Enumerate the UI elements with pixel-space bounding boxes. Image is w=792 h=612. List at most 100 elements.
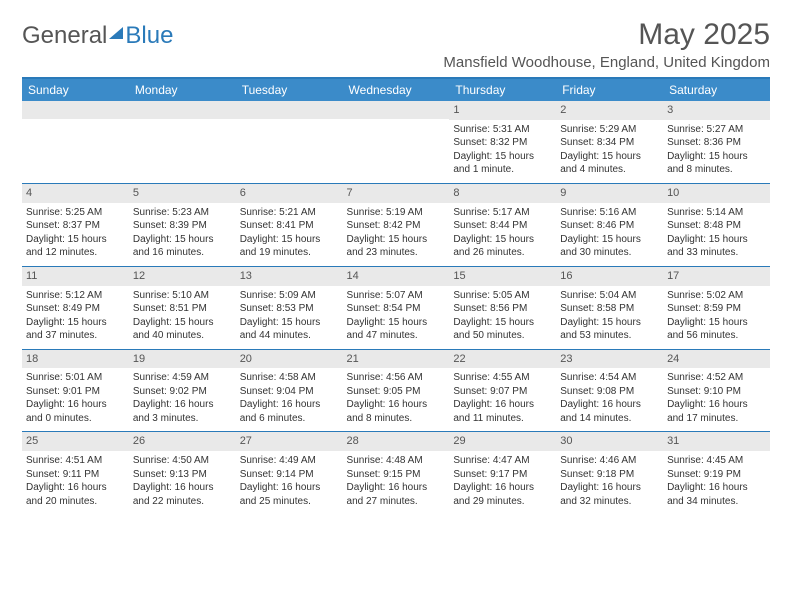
calendar-day-cell: 25Sunrise: 4:51 AMSunset: 9:11 PMDayligh… [22,432,129,514]
weekday-header: Monday [129,78,236,101]
sunset-line: Sunset: 9:15 PM [347,468,446,482]
sunset-line: Sunset: 9:01 PM [26,385,125,399]
day-number [22,101,129,119]
sunset-line: Sunset: 9:02 PM [133,385,232,399]
sunrise-line: Sunrise: 5:25 AM [26,206,125,220]
daylight-line: Daylight: 16 hours and 25 minutes. [240,481,339,508]
sunrise-line: Sunrise: 4:48 AM [347,454,446,468]
calendar-week-row: 11Sunrise: 5:12 AMSunset: 8:49 PMDayligh… [22,266,770,349]
weekday-header: Saturday [663,78,770,101]
day-number: 14 [343,267,450,286]
daylight-line: Daylight: 15 hours and 37 minutes. [26,316,125,343]
calendar-day-cell: 14Sunrise: 5:07 AMSunset: 8:54 PMDayligh… [343,266,450,349]
calendar-day-cell [343,101,450,183]
daylight-line: Daylight: 16 hours and 14 minutes. [560,398,659,425]
calendar-day-cell: 22Sunrise: 4:55 AMSunset: 9:07 PMDayligh… [449,349,556,432]
weekday-header: Wednesday [343,78,450,101]
sunrise-line: Sunrise: 5:01 AM [26,371,125,385]
calendar-day-cell: 29Sunrise: 4:47 AMSunset: 9:17 PMDayligh… [449,432,556,514]
sunset-line: Sunset: 8:51 PM [133,302,232,316]
month-title: May 2025 [443,18,770,52]
day-number: 30 [556,432,663,451]
calendar-day-cell: 11 Sunrise: 5:12 AMSunset: 8:49 PMDayligh… [22,266,129,349]
calendar-day-cell: 21Sunrise: 4:56 AMSunset: 9:05 PMDayligh… [343,349,450,432]
sunset-line: Sunset: 8:44 PM [453,219,552,233]
calendar-day-cell: 18Sunrise: 5:01 AMSunset: 9:01 PMDayligh… [22,349,129,432]
daylight-line: Daylight: 15 hours and 4 minutes. [560,150,659,177]
calendar-day-cell: 24Sunrise: 4:52 AMSunset: 9:10 PMDayligh… [663,349,770,432]
calendar-day-cell: 7Sunrise: 5:19 AMSunset: 8:42 PMDaylight… [343,183,450,266]
sunrise-line: Sunrise: 4:47 AM [453,454,552,468]
daylight-line: Daylight: 16 hours and 6 minutes. [240,398,339,425]
calendar-day-cell: 19 Sunrise: 4:59 AMSunset: 9:02 PMDayligh… [129,349,236,432]
sunrise-line: Sunrise: 4:56 AM [347,371,446,385]
calendar-day-cell: 27Sunrise: 4:49 AMSunset: 9:14 PMDayligh… [236,432,343,514]
day-number: 10 [663,184,770,203]
sunrise-line: Sunrise: 5:05 AM [453,289,552,303]
daylight-line: Daylight: 16 hours and 3 minutes. [133,398,232,425]
daylight-line: Daylight: 15 hours and 12 minutes. [26,233,125,260]
sunrise-line: Sunrise: 4:49 AM [240,454,339,468]
sunrise-line: Sunrise: 4:46 AM [560,454,659,468]
daylight-line: Daylight: 16 hours and 27 minutes. [347,481,446,508]
calendar-day-cell: 30Sunrise: 4:46 AMSunset: 9:18 PMDayligh… [556,432,663,514]
day-number: 4 [22,184,129,203]
sunset-line: Sunset: 9:17 PM [453,468,552,482]
sunset-line: Sunset: 9:18 PM [560,468,659,482]
sunset-line: Sunset: 8:46 PM [560,219,659,233]
weekday-header: Sunday [22,78,129,101]
day-number: 2 [556,101,663,120]
sunset-line: Sunset: 8:49 PM [26,302,125,316]
day-number: 29 [449,432,556,451]
sunrise-line: Sunrise: 5:17 AM [453,206,552,220]
day-number [129,101,236,119]
calendar-day-cell: 12Sunrise: 5:10 AMSunset: 8:51 PMDayligh… [129,266,236,349]
day-number: 11 [22,267,129,286]
day-number: 8 [449,184,556,203]
calendar-day-cell: 3Sunrise: 5:27 AMSunset: 8:36 PMDaylight… [663,101,770,183]
sunset-line: Sunset: 8:48 PM [667,219,766,233]
day-number: 24 [663,350,770,369]
sunset-line: Sunset: 8:56 PM [453,302,552,316]
sunrise-line: Sunrise: 4:59 AM [133,371,232,385]
sunrise-line: Sunrise: 5:31 AM [453,123,552,137]
day-number: 9 [556,184,663,203]
sunset-line: Sunset: 8:53 PM [240,302,339,316]
day-number: 19 [129,350,236,369]
day-number: 15 [449,267,556,286]
day-number: 18 [22,350,129,369]
sunset-line: Sunset: 8:39 PM [133,219,232,233]
daylight-line: Daylight: 15 hours and 30 minutes. [560,233,659,260]
weekday-header: Friday [556,78,663,101]
daylight-line: Daylight: 16 hours and 8 minutes. [347,398,446,425]
day-number: 21 [343,350,450,369]
calendar-day-cell: 26Sunrise: 4:50 AMSunset: 9:13 PMDayligh… [129,432,236,514]
sunrise-line: Sunrise: 4:52 AM [667,371,766,385]
day-number: 20 [236,350,343,369]
sunset-line: Sunset: 9:19 PM [667,468,766,482]
daylight-line: Daylight: 16 hours and 20 minutes. [26,481,125,508]
weekday-header: Thursday [449,78,556,101]
daylight-line: Daylight: 15 hours and 8 minutes. [667,150,766,177]
daylight-line: Daylight: 15 hours and 19 minutes. [240,233,339,260]
sunset-line: Sunset: 9:11 PM [26,468,125,482]
sunrise-line: Sunrise: 5:07 AM [347,289,446,303]
calendar-day-cell: 6Sunrise: 5:21 AMSunset: 8:41 PMDaylight… [236,183,343,266]
weekday-header-row: Sunday Monday Tuesday Wednesday Thursday… [22,78,770,101]
calendar-day-cell: 23Sunrise: 4:54 AMSunset: 9:08 PMDayligh… [556,349,663,432]
daylight-line: Daylight: 15 hours and 47 minutes. [347,316,446,343]
day-number: 27 [236,432,343,451]
sunset-line: Sunset: 8:37 PM [26,219,125,233]
sunset-line: Sunset: 9:04 PM [240,385,339,399]
day-number: 12 [129,267,236,286]
sunrise-line: Sunrise: 5:27 AM [667,123,766,137]
sunrise-line: Sunrise: 5:12 AM [26,289,125,303]
calendar-day-cell: 5Sunrise: 5:23 AMSunset: 8:39 PMDaylight… [129,183,236,266]
sunset-line: Sunset: 9:13 PM [133,468,232,482]
sunrise-line: Sunrise: 4:54 AM [560,371,659,385]
sunrise-line: Sunrise: 5:10 AM [133,289,232,303]
calendar-day-cell: 1Sunrise: 5:31 AMSunset: 8:32 PMDaylight… [449,101,556,183]
day-number: 26 [129,432,236,451]
sunrise-line: Sunrise: 4:45 AM [667,454,766,468]
day-number: 5 [129,184,236,203]
